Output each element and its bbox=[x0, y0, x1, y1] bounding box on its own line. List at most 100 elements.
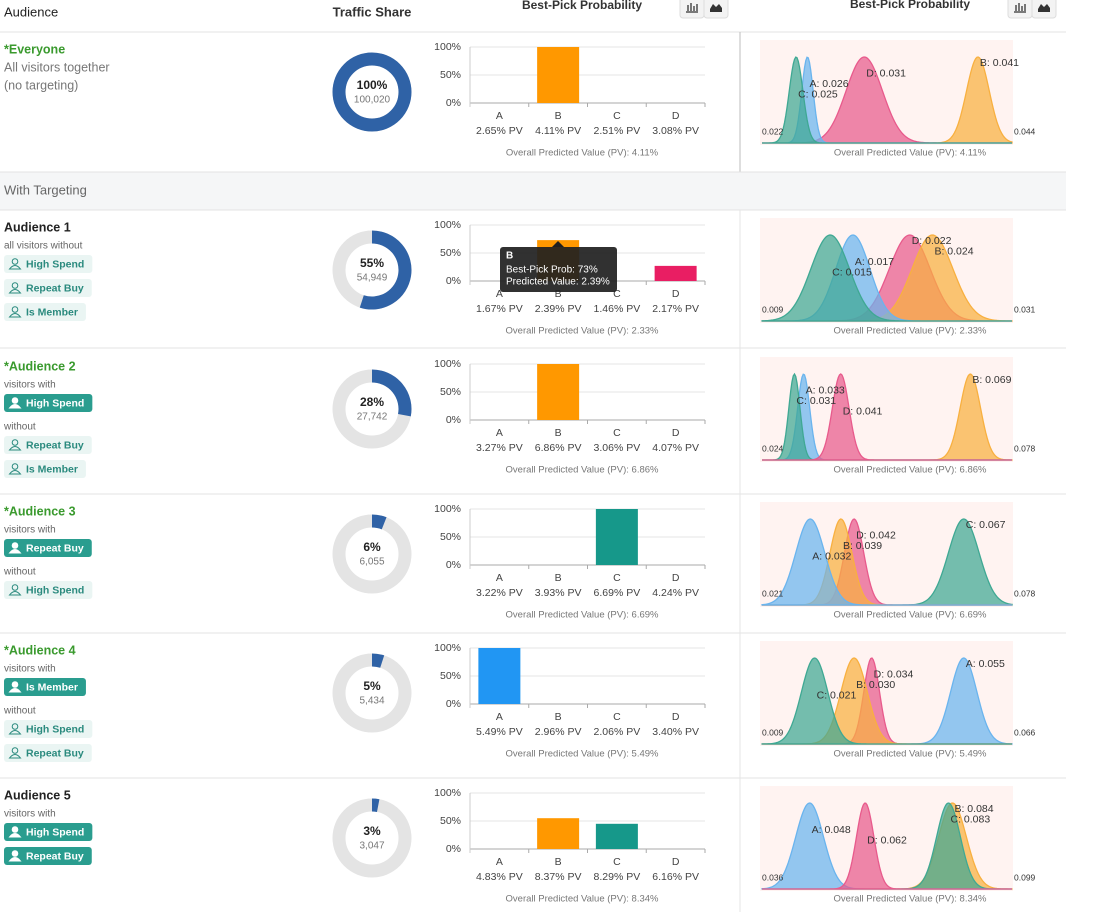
chart-toggle[interactable] bbox=[679, 0, 729, 19]
chart-toggle[interactable] bbox=[1007, 0, 1057, 19]
x-tick-label: 0.031 bbox=[1014, 304, 1036, 314]
audience-description: All visitors together bbox=[4, 60, 110, 74]
audience-tag: High Spend bbox=[4, 720, 93, 738]
audience-tag: Repeat Buy bbox=[4, 279, 92, 297]
traffic-share: 100% bbox=[357, 78, 388, 92]
tag-icon bbox=[11, 681, 19, 688]
visitor-count: 5,434 bbox=[359, 696, 384, 707]
tag-icon bbox=[8, 754, 22, 759]
chart-note: Overall Predicted Value (PV): 6.69% bbox=[506, 610, 660, 621]
density-label: A: 0.048 bbox=[812, 824, 851, 836]
tag-background bbox=[4, 539, 92, 557]
chart-note: Overall Predicted Value (PV): 2.33% bbox=[834, 326, 988, 337]
chart-note: Overall Predicted Value (PV): 6.86% bbox=[506, 465, 660, 476]
audience-name: *Audience 2 bbox=[4, 359, 76, 373]
tag-label: Repeat Buy bbox=[26, 850, 84, 862]
chart-note: Overall Predicted Value (PV): 4.11% bbox=[834, 148, 987, 159]
density-curve bbox=[762, 802, 1012, 890]
y-tick-label: 0% bbox=[446, 275, 461, 287]
y-tick-label: 0% bbox=[446, 97, 461, 109]
tag-background bbox=[4, 581, 93, 599]
audience-name: Audience 1 bbox=[4, 220, 71, 234]
density-label: D: 0.031 bbox=[866, 67, 906, 79]
audience-name: *Everyone bbox=[4, 42, 65, 56]
pv-label: 2.65% PV bbox=[476, 125, 523, 137]
audience-tag: High Spend bbox=[4, 255, 93, 273]
audience-name: Audience 5 bbox=[4, 788, 71, 802]
density-label: A: 0.032 bbox=[812, 550, 851, 562]
pv-label: 6.69% PV bbox=[594, 587, 641, 599]
pv-label: 2.17% PV bbox=[652, 303, 699, 315]
density-curve bbox=[762, 373, 1012, 461]
x-tick-label: C bbox=[613, 572, 621, 584]
x-tick-label: C bbox=[613, 110, 621, 122]
x-tick-label: A bbox=[496, 711, 503, 723]
bar-view-button[interactable] bbox=[679, 0, 705, 19]
y-tick-label: 50% bbox=[440, 247, 461, 259]
tag-label: High Spend bbox=[26, 397, 84, 409]
tag-icon bbox=[11, 826, 19, 833]
x-tick-label: A bbox=[496, 288, 503, 300]
y-tick-label: 50% bbox=[440, 815, 461, 827]
pv-label: 8.29% PV bbox=[594, 871, 641, 883]
bar bbox=[537, 818, 580, 849]
x-tick-label: B bbox=[555, 572, 562, 584]
x-tick-label: D bbox=[672, 427, 680, 439]
pv-label: 6.16% PV bbox=[652, 871, 699, 883]
x-tick-label: A bbox=[496, 856, 503, 868]
tag-background bbox=[4, 394, 93, 412]
x-tick-label: 0.022 bbox=[762, 126, 784, 136]
pv-label: 3.08% PV bbox=[652, 125, 699, 137]
tooltip-arrow bbox=[552, 241, 564, 247]
audience-name: *Audience 3 bbox=[4, 504, 76, 518]
pv-label: 2.96% PV bbox=[535, 726, 582, 738]
pv-label: 3.40% PV bbox=[652, 726, 699, 738]
y-tick-label: 50% bbox=[440, 670, 461, 682]
tag-icon bbox=[11, 850, 19, 857]
density-label: B: 0.030 bbox=[856, 679, 895, 691]
pv-label: 8.37% PV bbox=[535, 871, 582, 883]
tag-icon bbox=[11, 397, 19, 404]
x-tick-label: 0.078 bbox=[1014, 588, 1036, 598]
bar-view-button[interactable] bbox=[1007, 0, 1033, 19]
audience-tag: Repeat Buy bbox=[4, 436, 92, 454]
bar bbox=[654, 265, 697, 281]
bar bbox=[537, 364, 580, 420]
pv-label: 6.86% PV bbox=[535, 442, 582, 454]
density-label: B: 0.039 bbox=[843, 540, 882, 552]
density-label: C: 0.025 bbox=[798, 88, 838, 100]
header-audience: Audience bbox=[4, 4, 58, 19]
y-tick-label: 0% bbox=[446, 698, 461, 710]
y-tick-label: 0% bbox=[446, 559, 461, 571]
audience-description: visitors with bbox=[4, 809, 56, 820]
bar bbox=[537, 47, 580, 103]
tag-background bbox=[4, 303, 86, 321]
chart-note: Overall Predicted Value (PV): 6.69% bbox=[834, 610, 988, 621]
x-tick-label: B bbox=[555, 110, 562, 122]
chart-note: Overall Predicted Value (PV): 5.49% bbox=[506, 749, 660, 760]
visitor-count: 3,047 bbox=[359, 841, 384, 852]
tag-background bbox=[4, 436, 92, 454]
x-tick-label: B bbox=[555, 711, 562, 723]
donut-arc bbox=[371, 514, 387, 530]
traffic-share: 55% bbox=[360, 256, 384, 270]
x-tick-label: D bbox=[672, 288, 680, 300]
pv-label: 1.67% PV bbox=[476, 303, 523, 315]
x-tick-label: 0.009 bbox=[762, 727, 784, 737]
pv-label: 2.51% PV bbox=[594, 125, 641, 137]
bar bbox=[595, 823, 638, 849]
x-tick-label: A bbox=[496, 427, 503, 439]
x-tick-label: 0.021 bbox=[762, 588, 784, 598]
tag-label: Is Member bbox=[26, 463, 78, 475]
x-tick-label: D bbox=[672, 711, 680, 723]
x-tick-label: C bbox=[613, 856, 621, 868]
y-tick-label: 100% bbox=[434, 358, 461, 370]
x-tick-label: D bbox=[672, 110, 680, 122]
tag-label: High Spend bbox=[26, 826, 84, 838]
chart-note: Overall Predicted Value (PV): 2.33% bbox=[506, 326, 660, 337]
x-tick-label: 0.078 bbox=[1014, 443, 1036, 453]
y-tick-label: 100% bbox=[434, 41, 461, 53]
bar-icon bbox=[1014, 3, 1026, 13]
tag-icon bbox=[8, 446, 22, 451]
